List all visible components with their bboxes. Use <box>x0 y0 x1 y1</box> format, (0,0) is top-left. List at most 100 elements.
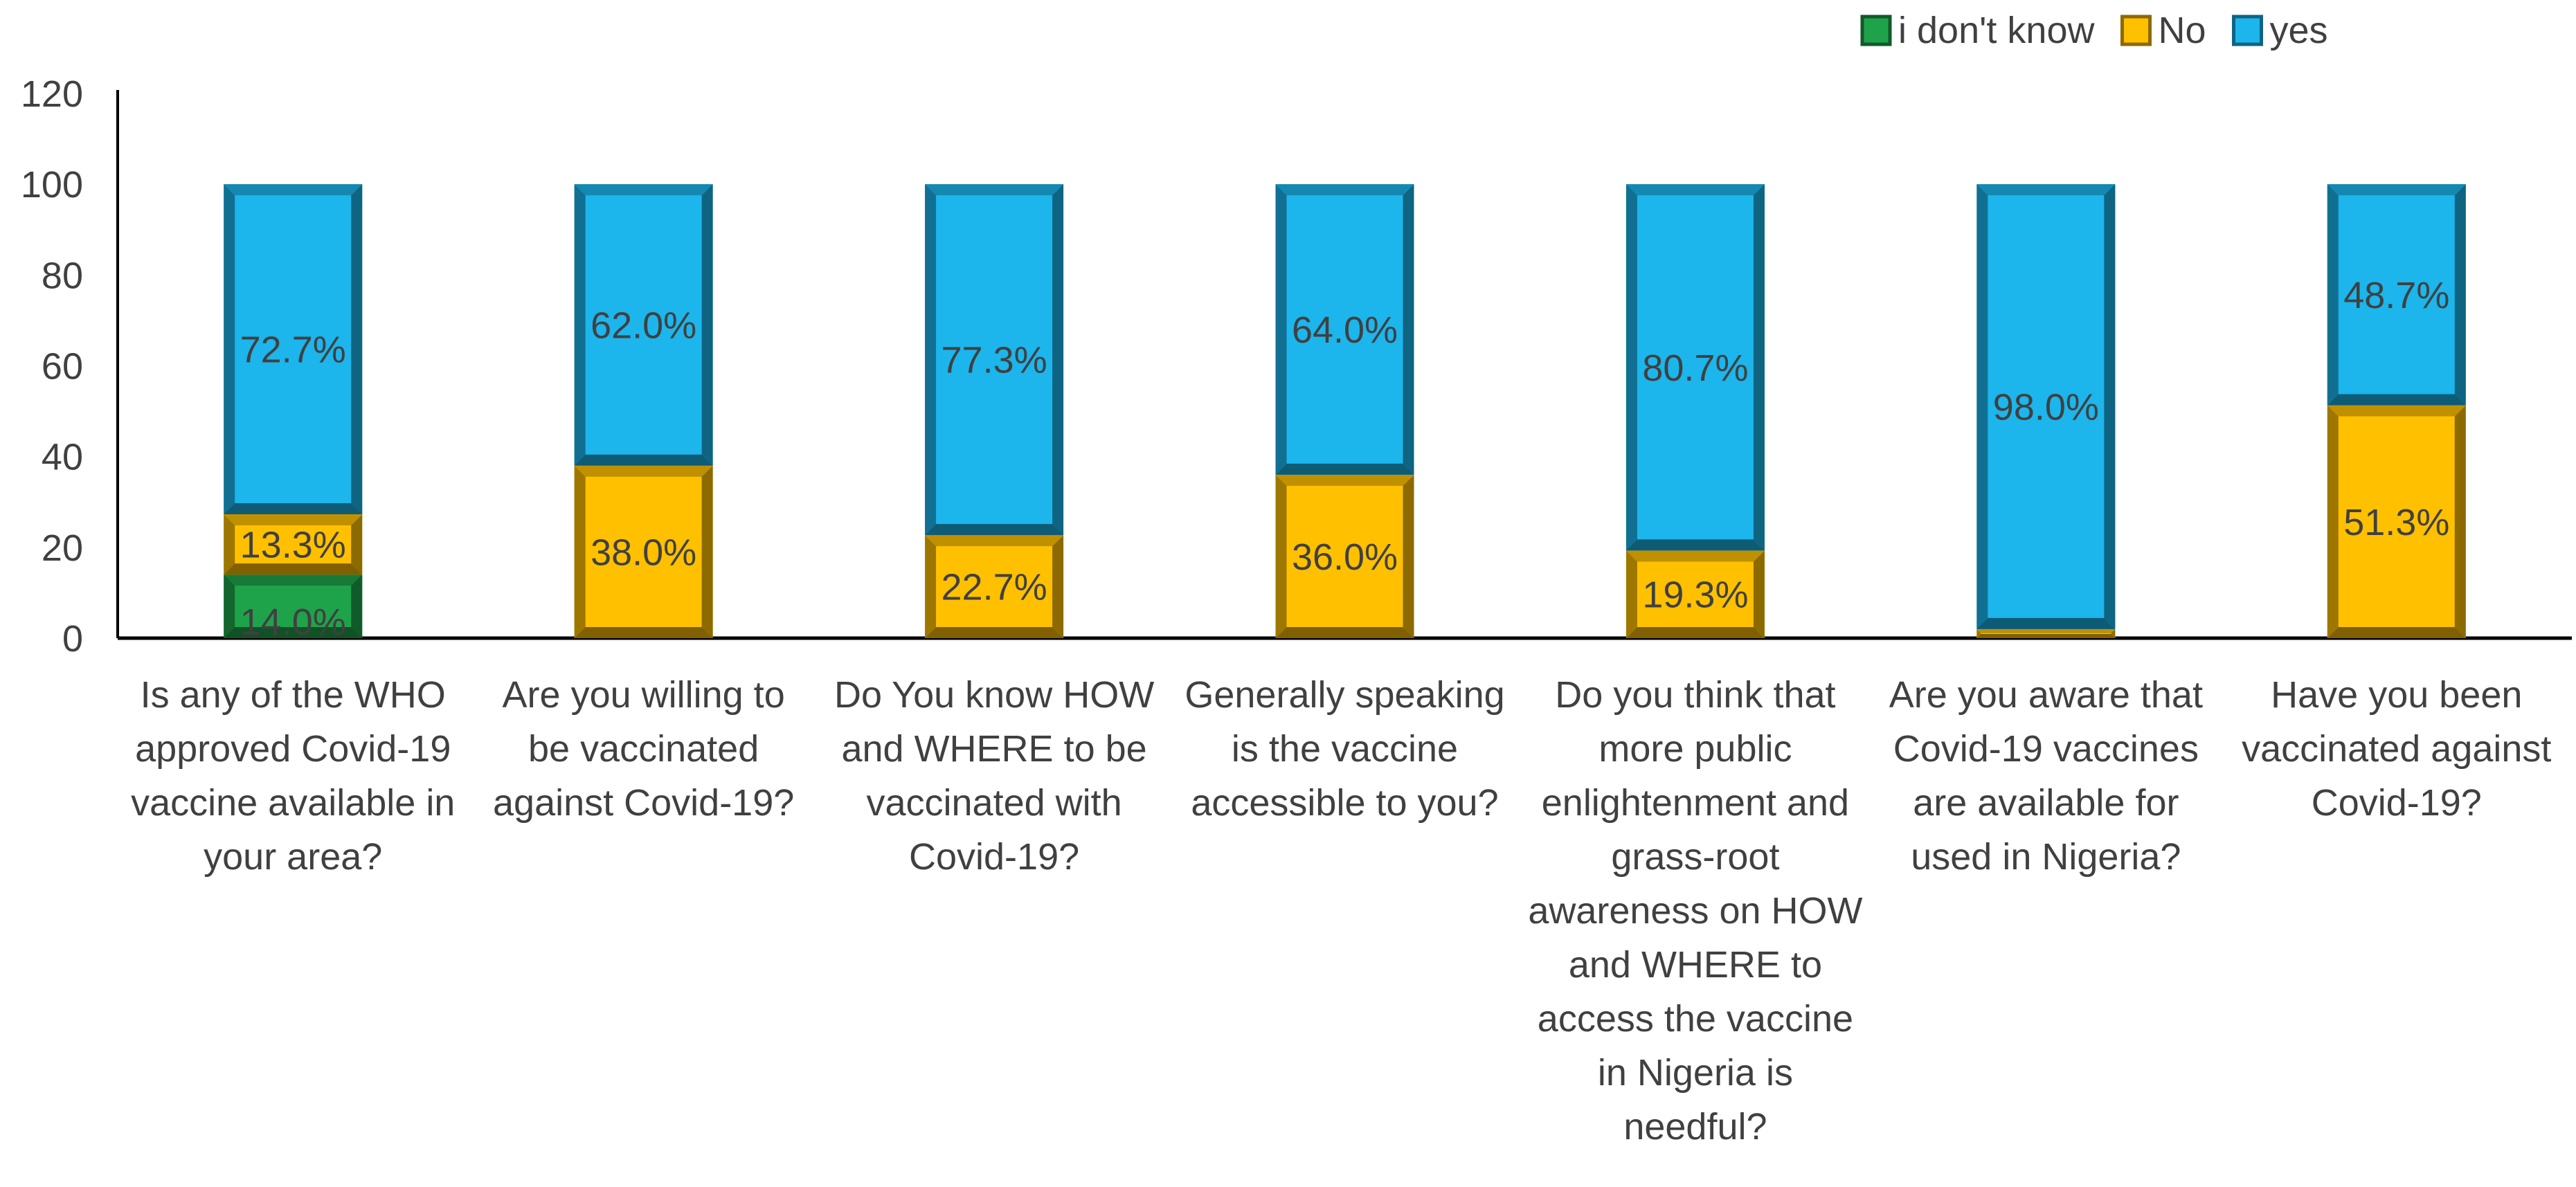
bar-bevel-left <box>574 465 586 638</box>
bar-bevel-bottom <box>2327 394 2466 406</box>
bar-segment-no <box>925 535 1064 638</box>
bar-face <box>1625 184 1765 551</box>
data-label: 19.3% <box>1642 574 1748 616</box>
bar-bevel-bottom <box>1275 627 1414 638</box>
bar-bevel-right <box>701 465 713 638</box>
y-tick-label: 80 <box>42 255 83 296</box>
bar-segment-yes <box>2327 184 2466 406</box>
data-label: 48.7% <box>2343 275 2449 316</box>
bar-bevel-bottom <box>1275 463 1414 475</box>
bar-face <box>1275 474 1414 638</box>
bar-bevel-bottom <box>574 454 713 466</box>
bar-face <box>925 184 1064 536</box>
legend-swatch <box>2232 15 2264 46</box>
data-label: 51.3% <box>2343 502 2449 543</box>
bar-segment-no <box>1976 628 2116 638</box>
bar-bevel-bottom <box>574 627 713 638</box>
bar-bevel-bottom <box>224 563 363 575</box>
bar-segment-yes <box>224 184 363 514</box>
y-tick-label: 100 <box>21 164 83 206</box>
bar-segment-i-don-t-know <box>224 574 363 638</box>
data-label: 13.3% <box>240 525 346 566</box>
bar-bevel-right <box>1753 550 1765 638</box>
bar-bevel-top <box>925 184 1064 196</box>
bar-segment-yes <box>925 184 1064 536</box>
bar-bevel-top <box>1625 184 1765 196</box>
legend-label: No <box>2158 10 2206 51</box>
bar-bevel-right <box>1403 474 1414 638</box>
bar-bevel-top <box>1976 184 2116 196</box>
bar-face <box>2327 405 2466 638</box>
bar-segment-no <box>1275 474 1414 638</box>
bar-segment-yes <box>1976 184 2116 629</box>
data-label: 72.7% <box>240 329 346 371</box>
bar-bevel-top <box>2327 184 2466 196</box>
bar-bevel-top <box>1275 474 1414 486</box>
bar-segment-no <box>574 465 713 638</box>
bar-face <box>1976 184 2116 629</box>
bar-face <box>574 184 713 466</box>
bar-bevel-left <box>2327 184 2339 406</box>
category-label: Do You know HOW and WHERE to be vaccinated… <box>834 674 1154 878</box>
legend-label: i don't know <box>1898 10 2095 51</box>
bar-bevel-left <box>224 514 235 575</box>
bar-bevel-bottom <box>925 627 1064 638</box>
bar-segment-yes <box>1275 184 1414 475</box>
legend-label: yes <box>2270 10 2328 51</box>
bar-bevel-bottom <box>224 502 363 514</box>
bar-segment-no <box>2327 405 2466 638</box>
bar-bevel-right <box>2454 184 2466 406</box>
bar-bevel-bottom <box>1976 617 2116 629</box>
bar-bevel-right <box>1403 184 1414 475</box>
bar-bevel-right <box>1052 184 1064 536</box>
bar-bevel-left <box>1275 474 1287 638</box>
bar-face <box>925 535 1064 638</box>
data-label: 14.0% <box>240 601 346 643</box>
bar-bevel-right <box>1753 184 1765 551</box>
bar-bevel-left <box>1625 184 1637 551</box>
data-labels-group: 14.0% 13.3% 72.7% 38.0% 62.0% 22.7% 77.3% 36.0%… <box>240 275 2450 643</box>
bar-bevel-left <box>925 184 937 536</box>
category-label: Do you think that more public enlightenmen… <box>1528 674 1862 1148</box>
bar-bevel-top <box>1976 628 2116 633</box>
bar-bevel-left <box>1625 550 1637 638</box>
category-labels-group: Is any of the WHO approved Covid-19 vaccin… <box>131 674 2551 1148</box>
y-tick-label: 120 <box>21 73 83 115</box>
bar-bevel-top <box>224 184 363 196</box>
bar-bevel-top <box>574 465 713 477</box>
y-tick-label: 60 <box>42 346 83 388</box>
bar-bevel-right <box>351 514 363 575</box>
bar-bevel-top <box>224 514 363 525</box>
bar-bevel-bottom <box>1625 627 1765 638</box>
y-tick-label: 20 <box>42 527 83 569</box>
bar-bevel-top <box>224 574 363 586</box>
bar-bevel-right <box>2454 405 2466 638</box>
bar-segment-no <box>1625 550 1765 638</box>
bar-bevel-left <box>1976 628 1981 638</box>
bar-bevel-bottom <box>224 627 363 638</box>
y-tick-label: 40 <box>42 437 83 478</box>
bar-bevel-bottom <box>1625 539 1765 551</box>
legend-item: i don't know <box>1860 10 2095 51</box>
bars-group <box>224 184 2466 638</box>
bar-bevel-right <box>2111 628 2116 638</box>
bar-face <box>1625 550 1765 638</box>
bar-bevel-left <box>925 535 937 638</box>
bar-face <box>574 465 713 638</box>
legend-swatch <box>1860 15 1892 46</box>
data-label: 64.0% <box>1292 309 1398 351</box>
bar-bevel-left <box>2327 405 2339 638</box>
category-label: Are you aware that Covid-19 vaccines are a… <box>1889 674 2203 878</box>
bar-segment-yes <box>574 184 713 466</box>
bar-bevel-bottom <box>2327 627 2466 638</box>
bar-segment-yes <box>1625 184 1765 551</box>
bar-bevel-top <box>574 184 713 196</box>
bar-bevel-left <box>1976 184 1988 629</box>
category-label: Are you willing to be vaccinated against C… <box>493 674 794 824</box>
legend: i don't know No yes <box>1860 10 2328 51</box>
bar-face <box>1275 184 1414 475</box>
bar-bevel-top <box>1275 184 1414 196</box>
legend-item: No <box>2120 10 2206 51</box>
